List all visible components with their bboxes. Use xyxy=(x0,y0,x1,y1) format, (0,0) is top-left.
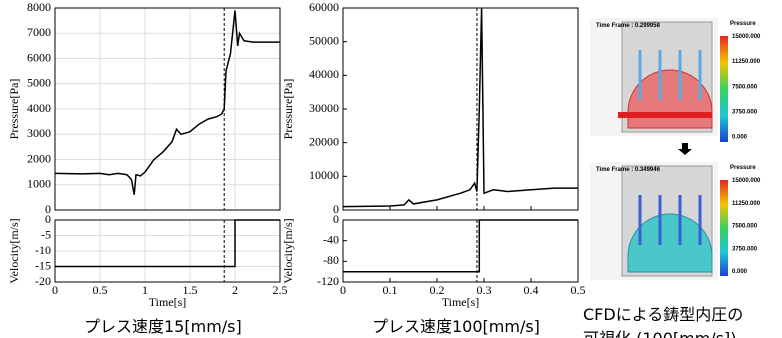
y-tick-label: -120 xyxy=(317,274,339,288)
y-tick-label: 3000 xyxy=(27,126,51,140)
legend-label: 7500.000 xyxy=(732,84,758,90)
y-tick-label: 5000 xyxy=(27,76,51,90)
time-frame: Time Frame : 0.299958 xyxy=(596,23,661,29)
x-tick-label: 1 xyxy=(142,283,148,297)
cfd-image xyxy=(590,162,728,280)
x-tick-label: 0.5 xyxy=(571,283,586,297)
y-tick-label: 1000 xyxy=(27,177,51,191)
y-tick-label: 30000 xyxy=(309,101,339,115)
plot-frame xyxy=(343,8,578,210)
y-tick-label: 0 xyxy=(45,212,51,226)
figure: プレス速度15[mm/s] プレス速度100[mm/s] CFDによる鋳型内圧の… xyxy=(0,0,782,338)
x-tick-label: 0 xyxy=(340,283,346,297)
y-tick-label: -10 xyxy=(35,243,51,257)
legend-title: Pressure xyxy=(730,21,756,27)
x-tick-label: 0.1 xyxy=(383,283,398,297)
x-tick-label: 2.5 xyxy=(273,283,288,297)
legend-label: 0.000 xyxy=(732,269,748,275)
x-tick-label: 0.5 xyxy=(93,283,108,297)
legend-label: 15000.000 xyxy=(732,34,761,40)
y-tick-label: 8000 xyxy=(27,0,51,14)
legend-label: 11250.000 xyxy=(732,59,761,65)
data-line xyxy=(343,8,578,207)
y-tick-label: 6000 xyxy=(27,50,51,64)
y-axis-label: Pressure[Pa] xyxy=(7,79,21,140)
y-tick-label: 40000 xyxy=(309,67,339,81)
data-line xyxy=(343,220,578,272)
x-tick-label: 2 xyxy=(232,283,238,297)
y-tick-label: 0 xyxy=(333,212,339,226)
data-line xyxy=(55,11,280,195)
legend-label: 3750.000 xyxy=(732,246,758,252)
y-tick-label: -5 xyxy=(41,227,51,241)
caption: 可視化 (100[mm/s]) xyxy=(583,329,737,338)
x-tick-label: 0 xyxy=(52,283,58,297)
caption: CFDによる鋳型内圧の xyxy=(583,305,743,324)
legend-label: 0.000 xyxy=(732,135,748,141)
y-tick-label: 4000 xyxy=(27,101,51,115)
data-line xyxy=(55,220,280,267)
legend-title: Pressure xyxy=(730,165,756,171)
y-tick-label: 2000 xyxy=(27,151,51,165)
legend-label: 15000.000 xyxy=(732,178,761,184)
plot-frame xyxy=(343,220,578,282)
time-frame: Time Frame : 0.349946 xyxy=(596,167,661,173)
y-tick-label: -40 xyxy=(323,232,339,246)
y-tick-label: 60000 xyxy=(309,0,339,14)
y-tick-label: 20000 xyxy=(309,134,339,148)
cfd-image xyxy=(590,18,728,142)
x-axis-label: Time[s] xyxy=(149,295,187,309)
legend-label: 11250.000 xyxy=(732,201,761,207)
caption: プレス速度15[mm/s] xyxy=(84,317,242,336)
y-axis-label: Velocity[m/s] xyxy=(7,218,21,283)
y-tick-label: -15 xyxy=(35,258,51,272)
y-tick-label: 7000 xyxy=(27,25,51,39)
y-tick-label: 50000 xyxy=(309,33,339,47)
y-tick-label: -20 xyxy=(35,274,51,288)
legend-label: 3750.000 xyxy=(732,110,758,116)
y-axis-label: Pressure[Pa] xyxy=(281,79,295,140)
caption: プレス速度100[mm/s] xyxy=(372,317,540,336)
arrow xyxy=(678,143,692,155)
x-tick-label: 0.4 xyxy=(524,283,539,297)
y-tick-label: 10000 xyxy=(309,168,339,182)
y-axis-label: Velocity[m/s] xyxy=(281,218,295,283)
x-axis-label: Time[s] xyxy=(442,295,480,309)
legend-label: 7500.000 xyxy=(732,224,758,230)
y-tick-label: -80 xyxy=(323,253,339,267)
